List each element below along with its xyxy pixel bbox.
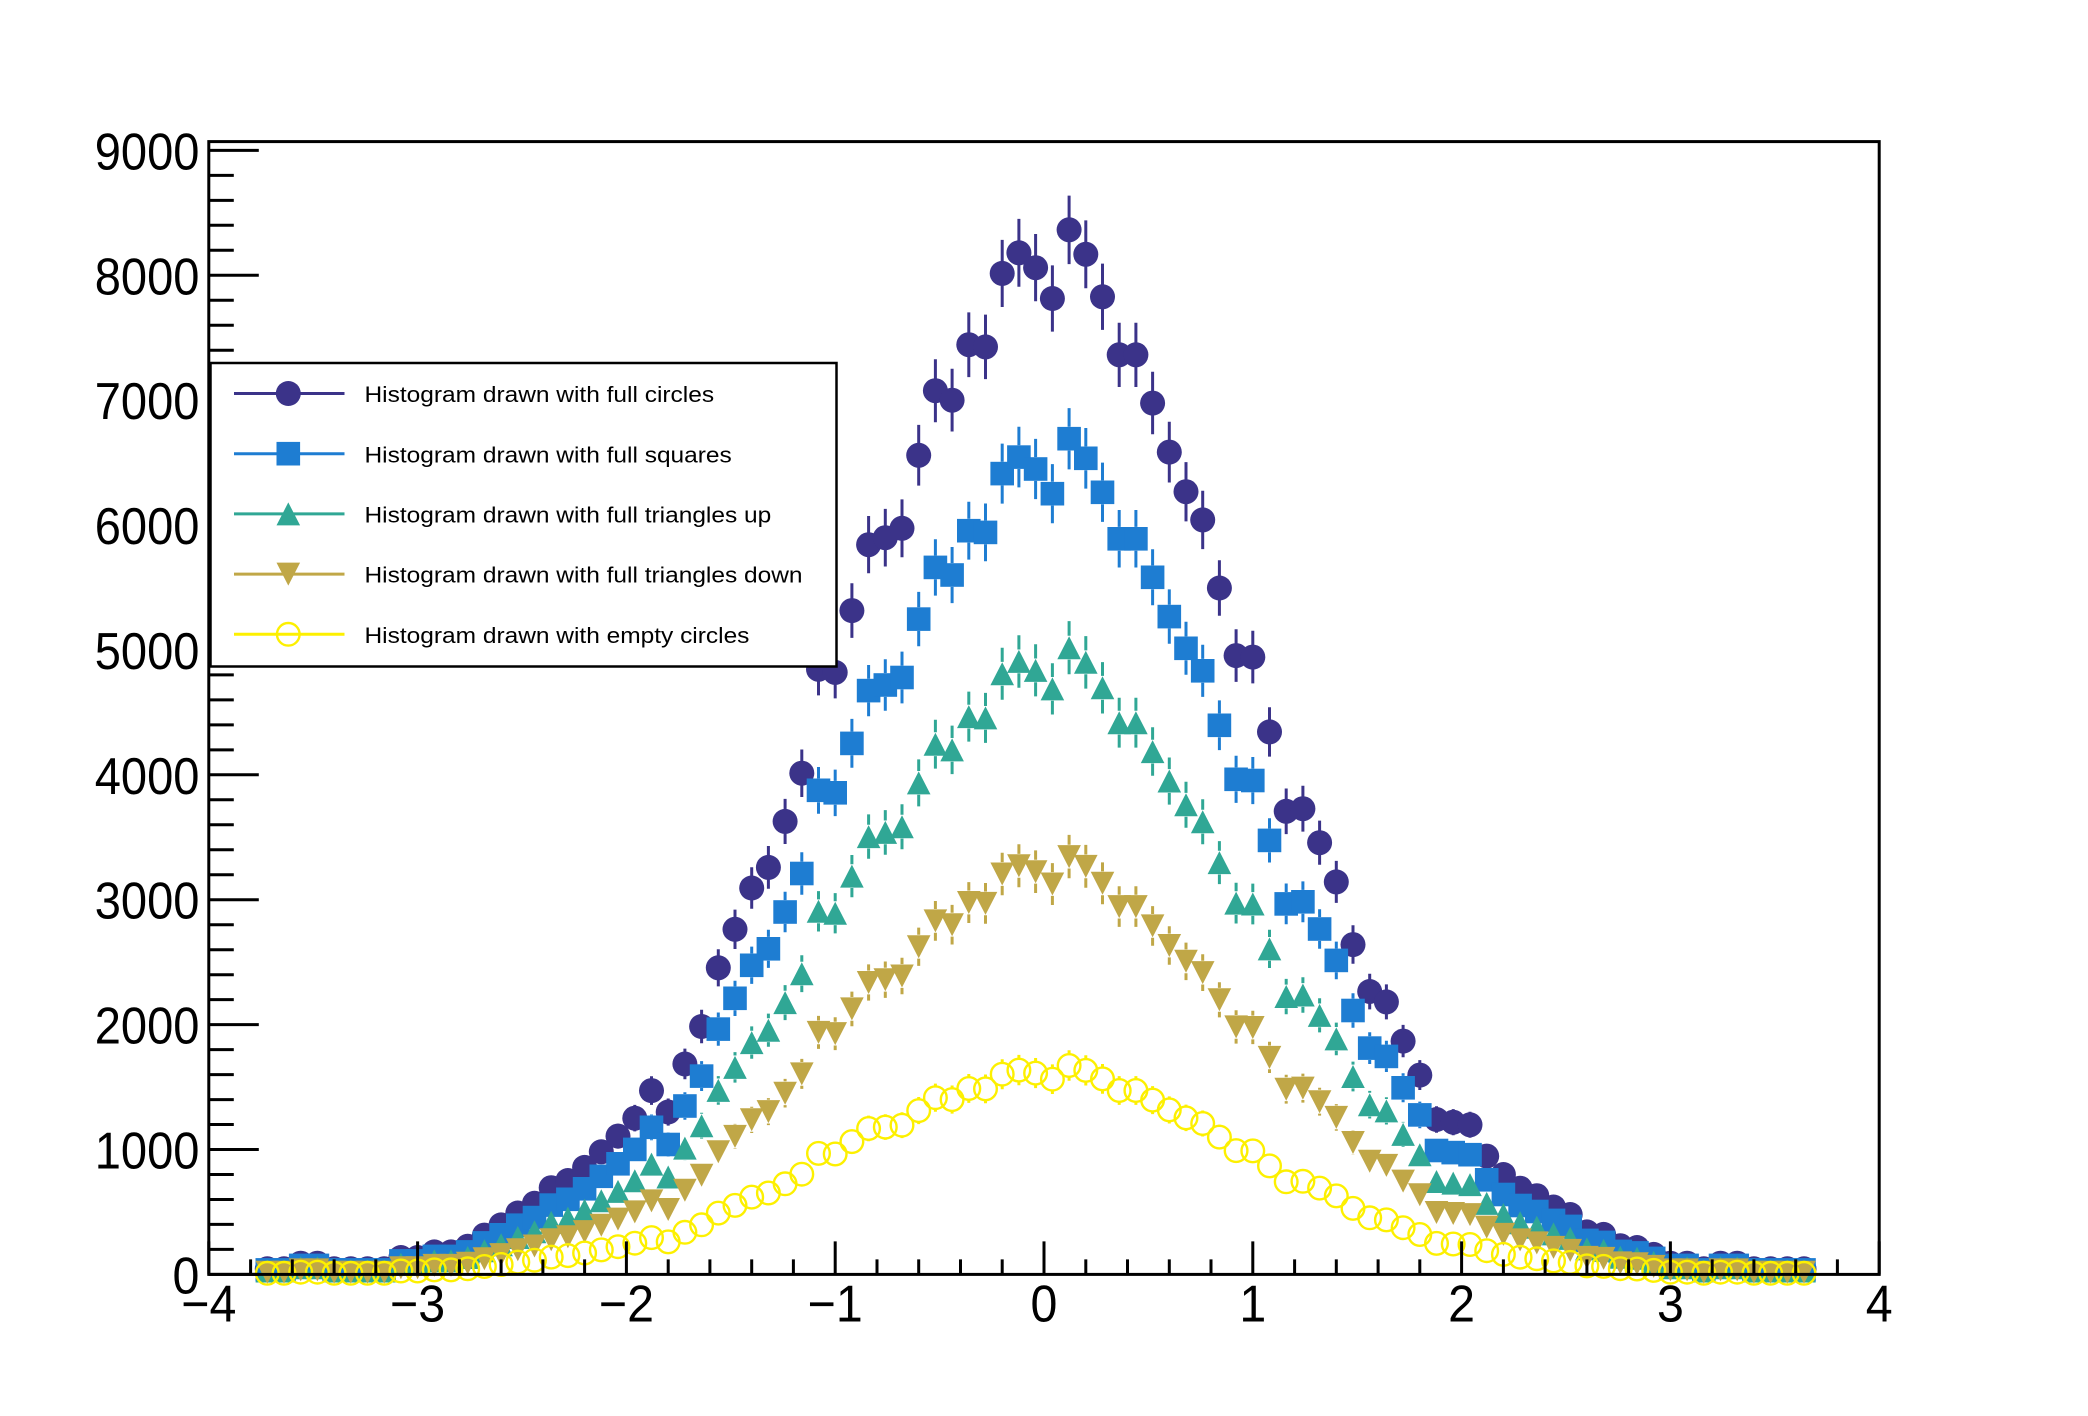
svg-text:2: 2 — [1448, 1275, 1475, 1333]
svg-text:Histogram drawn with full tria: Histogram drawn with full triangles up — [365, 502, 772, 527]
svg-text:Histogram drawn with full tria: Histogram drawn with full triangles down — [365, 563, 803, 588]
svg-text:−4: −4 — [181, 1275, 236, 1333]
svg-text:4000: 4000 — [95, 747, 200, 806]
svg-text:−2: −2 — [599, 1275, 654, 1333]
svg-text:−3: −3 — [390, 1275, 445, 1333]
svg-text:Histogram drawn with empty cir: Histogram drawn with empty circles — [365, 623, 750, 648]
svg-text:Histogram drawn with full circ: Histogram drawn with full circles — [365, 382, 715, 407]
svg-text:3: 3 — [1657, 1275, 1684, 1333]
svg-text:1000: 1000 — [95, 1121, 200, 1180]
svg-text:7000: 7000 — [95, 372, 200, 431]
svg-text:3000: 3000 — [95, 872, 200, 931]
svg-text:4: 4 — [1866, 1275, 1893, 1333]
svg-text:9000: 9000 — [95, 122, 200, 181]
svg-text:1: 1 — [1239, 1275, 1266, 1333]
svg-text:8000: 8000 — [95, 247, 200, 306]
svg-text:−1: −1 — [808, 1275, 863, 1333]
svg-text:Histogram drawn with full squa: Histogram drawn with full squares — [365, 442, 732, 467]
svg-text:0: 0 — [173, 1247, 200, 1305]
svg-text:2000: 2000 — [95, 996, 200, 1055]
svg-text:5000: 5000 — [95, 622, 200, 681]
svg-text:6000: 6000 — [95, 497, 200, 556]
svg-text:0: 0 — [1031, 1275, 1058, 1333]
